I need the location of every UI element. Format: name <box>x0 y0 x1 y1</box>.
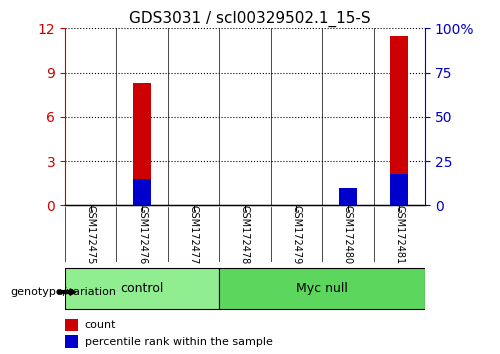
Text: GDS3031 / scl00329502.1_15-S: GDS3031 / scl00329502.1_15-S <box>129 11 371 27</box>
Text: GSM172480: GSM172480 <box>343 205 353 264</box>
Text: GSM172478: GSM172478 <box>240 205 250 264</box>
Bar <box>390 175 408 205</box>
Text: percentile rank within the sample: percentile rank within the sample <box>85 337 272 347</box>
Text: GSM172476: GSM172476 <box>137 205 147 264</box>
Text: genotype/variation: genotype/variation <box>10 287 116 297</box>
Text: Myc null: Myc null <box>296 282 348 295</box>
Text: GSM172479: GSM172479 <box>292 205 302 264</box>
Text: GSM172477: GSM172477 <box>188 205 198 264</box>
Bar <box>220 268 425 309</box>
Bar <box>339 189 357 205</box>
Bar <box>390 36 408 205</box>
Bar <box>65 268 220 309</box>
Bar <box>65 319 78 331</box>
Bar <box>339 188 357 205</box>
Text: GSM172481: GSM172481 <box>394 205 404 264</box>
Text: GSM172475: GSM172475 <box>86 205 96 264</box>
Bar <box>133 179 151 205</box>
Text: control: control <box>120 282 164 295</box>
Text: count: count <box>85 320 116 330</box>
Bar <box>133 83 151 205</box>
Bar <box>65 335 78 348</box>
